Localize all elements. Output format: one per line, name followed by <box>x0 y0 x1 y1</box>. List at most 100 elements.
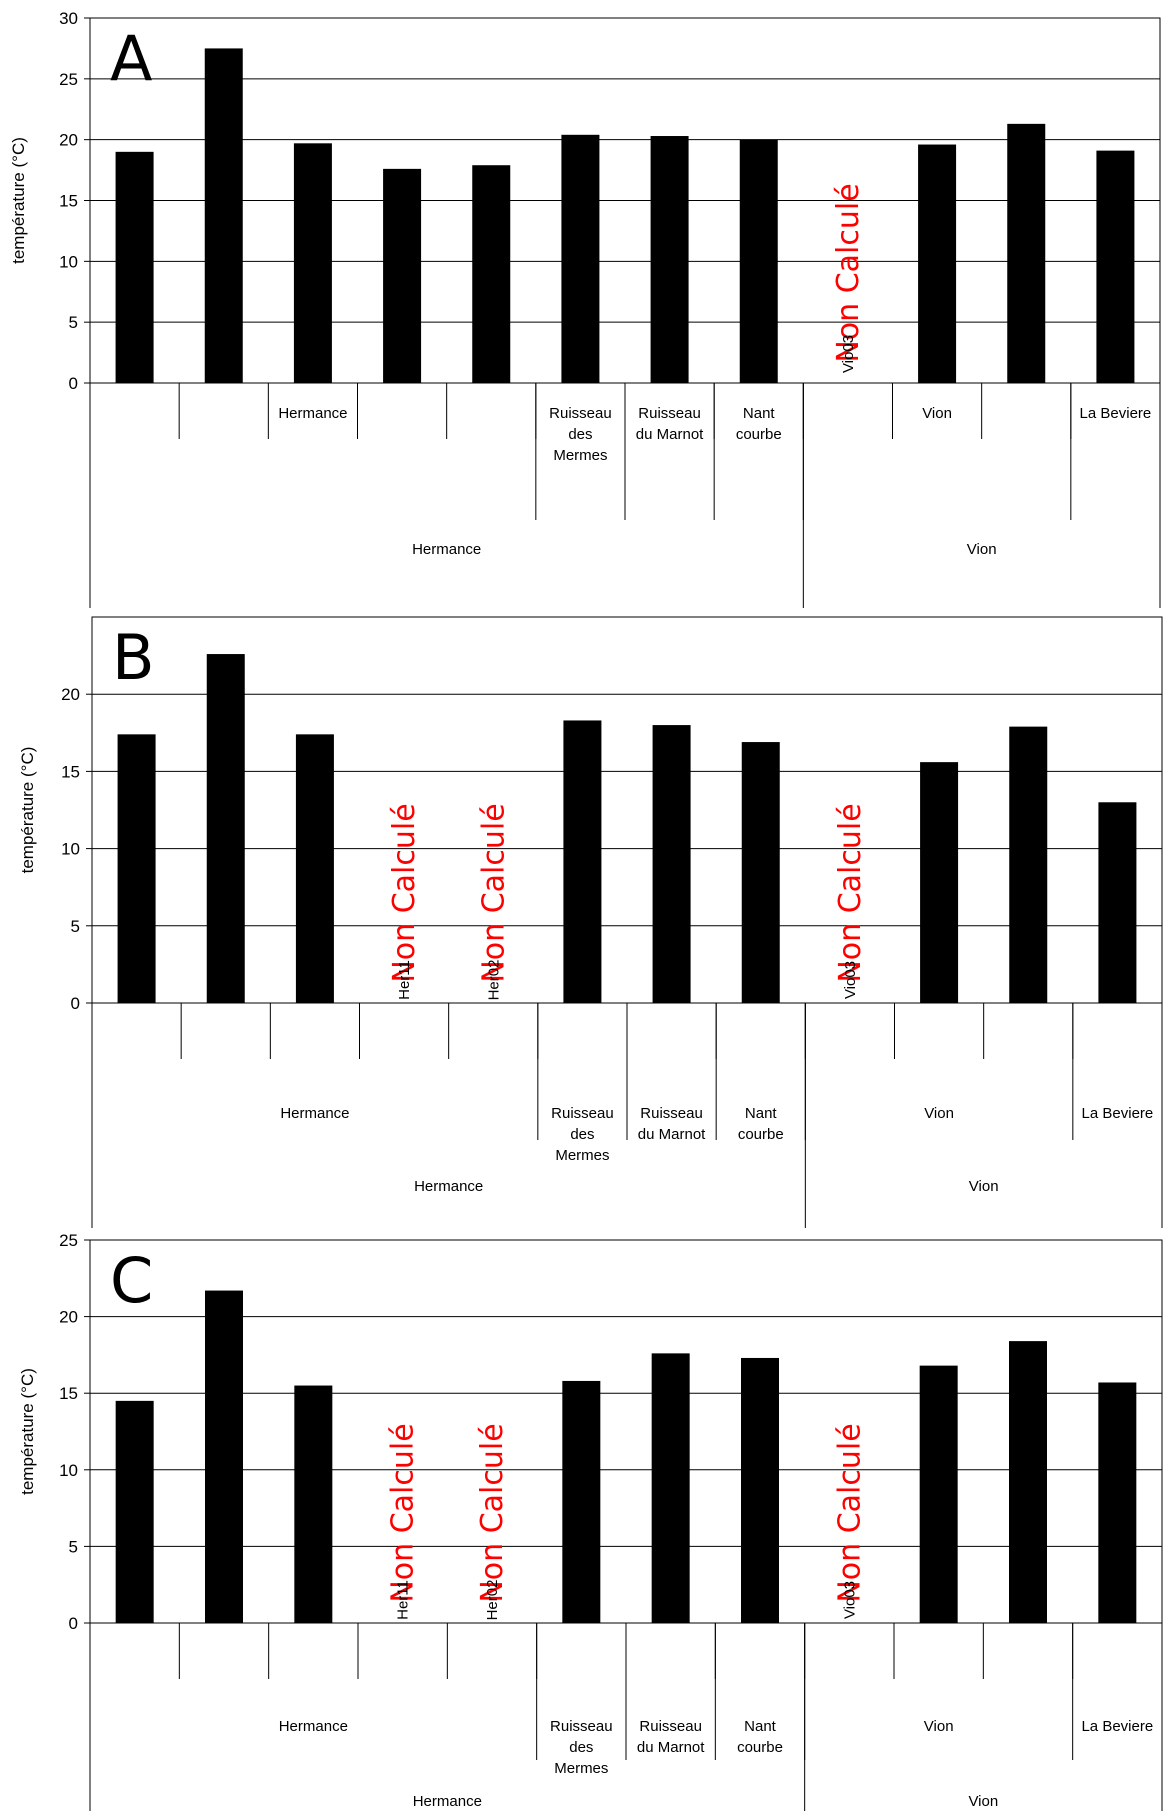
basin-label: Vion <box>967 541 997 558</box>
bar <box>652 725 691 1003</box>
stream-label: courbe <box>736 426 782 443</box>
x-tick-label: Her12 <box>662 334 679 375</box>
y-axis-label: température (°C) <box>18 747 37 874</box>
x-tick-label: Her14 <box>129 960 146 1001</box>
chart-panel-a: 0 5 10 15 20 25 30 température (°C) A Non Calculé… <box>9 9 1161 608</box>
bar <box>115 151 154 383</box>
bar <box>293 143 332 383</box>
stream-label: Hermance <box>278 405 347 422</box>
stream-label: Vion <box>922 405 952 422</box>
panel-label: B <box>112 621 155 694</box>
x-tick-label: Vio02 <box>1020 1581 1037 1619</box>
x-tick-label: Vio01 <box>931 961 948 999</box>
x-tick-label: Vio02 <box>1020 961 1037 999</box>
x-tick-label: Her03 <box>305 1580 322 1621</box>
stream-label: Mermes <box>553 447 607 464</box>
y-tick-label: 30 <box>59 9 78 28</box>
bar <box>650 136 689 383</box>
chart-panel-b: 0 5 10 15 20 température (°C) B Non Calculé Non … <box>18 616 1163 1228</box>
stream-label: des <box>570 1126 594 1143</box>
y-tick-label: 10 <box>59 252 78 271</box>
stream-label: courbe <box>738 1126 784 1143</box>
basin-label: Vion <box>968 1793 998 1810</box>
y-tick-label: 0 <box>69 1614 78 1633</box>
stream-label: Ruisseau <box>550 1718 613 1735</box>
stream-label: Mermes <box>554 1760 608 1777</box>
x-tick-label: Her14 <box>127 334 144 375</box>
stream-label: du Marnot <box>637 1739 705 1756</box>
bar <box>204 48 243 384</box>
bar <box>1009 1341 1047 1623</box>
x-tick-label: Her02 <box>485 960 502 1001</box>
bar <box>1098 802 1137 1003</box>
y-tick-label: 10 <box>61 840 80 859</box>
bar <box>563 720 602 1003</box>
stream-label: Nant <box>745 1105 778 1122</box>
stream-label: La Beviere <box>1080 405 1152 422</box>
y-tick-label: 0 <box>69 374 78 393</box>
stream-label: Ruisseau <box>639 1718 702 1735</box>
basin-label: Hermance <box>412 541 481 558</box>
y-tick-label: 25 <box>59 1231 78 1250</box>
stream-label: Ruisseau <box>638 405 701 422</box>
missing-value-label: Non Calculé <box>475 1423 510 1602</box>
x-tick-label: Vio06 <box>1109 1581 1126 1619</box>
missing-value-label: Non Calculé <box>476 803 511 982</box>
bar <box>295 734 334 1003</box>
bar <box>561 134 600 383</box>
stream-label: Ruisseau <box>549 405 612 422</box>
stream-label: Vion <box>924 1718 954 1735</box>
y-tick-label: 15 <box>61 762 80 781</box>
bar <box>1007 123 1046 383</box>
bar <box>115 1400 154 1623</box>
missing-value-label: Non Calculé <box>831 183 866 362</box>
stream-label: Nant <box>744 1718 777 1735</box>
x-tick-label: Vio03 <box>840 335 857 373</box>
panel-label: A <box>110 22 152 95</box>
bar <box>739 139 778 383</box>
x-tick-label: Her13 <box>218 960 235 1001</box>
y-tick-label: 20 <box>59 131 78 150</box>
x-tick-label: Her13 <box>216 334 233 375</box>
basin-label: Vion <box>969 1178 999 1195</box>
x-tick-label: Vio06 <box>1109 961 1126 999</box>
y-tick-label: 5 <box>69 313 78 332</box>
x-tick-label: Her11 <box>395 1580 412 1620</box>
missing-value-label: Non Calculé <box>832 1423 867 1602</box>
y-tick-label: 10 <box>59 1461 78 1480</box>
x-tick-label: Her10 <box>751 334 768 375</box>
panel-label: C <box>110 1244 153 1317</box>
x-tick-label: Her02 <box>484 1580 501 1621</box>
missing-value-label: Non Calculé <box>387 803 422 982</box>
plot-frame <box>91 616 1163 1004</box>
y-tick-label: 15 <box>59 192 78 211</box>
missing-value-label: Non Calculé <box>386 1423 421 1602</box>
stream-label: Ruisseau <box>640 1105 703 1122</box>
y-tick-label: 5 <box>71 917 80 936</box>
x-tick-label: Vio01 <box>929 335 946 373</box>
x-tick-label: Her13 <box>216 1580 233 1621</box>
bar <box>294 1385 333 1623</box>
x-tick-label: Vio01 <box>931 1581 948 1619</box>
stream-label: des <box>569 1739 593 1756</box>
bar <box>205 1290 243 1623</box>
stream-label: des <box>568 426 592 443</box>
bar <box>651 1353 690 1623</box>
stream-label: Mermes <box>555 1147 609 1164</box>
chart-panel-c: 0 5 10 15 20 25 température (°C) C Non Calculé No… <box>18 1231 1163 1811</box>
bar <box>472 165 511 383</box>
bar <box>920 762 959 1003</box>
stream-label: Hermance <box>280 1105 349 1122</box>
y-tick-label: 5 <box>69 1537 78 1556</box>
bar <box>562 1380 601 1623</box>
x-tick-label: Her02 <box>483 334 500 375</box>
y-tick-label: 25 <box>59 70 78 89</box>
x-tick-label: Her08 <box>573 1580 590 1621</box>
x-tick-label: Her12 <box>664 960 681 1001</box>
stream-label: Vion <box>924 1105 954 1122</box>
x-tick-label: Her11 <box>394 334 411 374</box>
stream-label: Hermance <box>279 1718 348 1735</box>
x-tick-label: Her14 <box>127 1580 144 1621</box>
